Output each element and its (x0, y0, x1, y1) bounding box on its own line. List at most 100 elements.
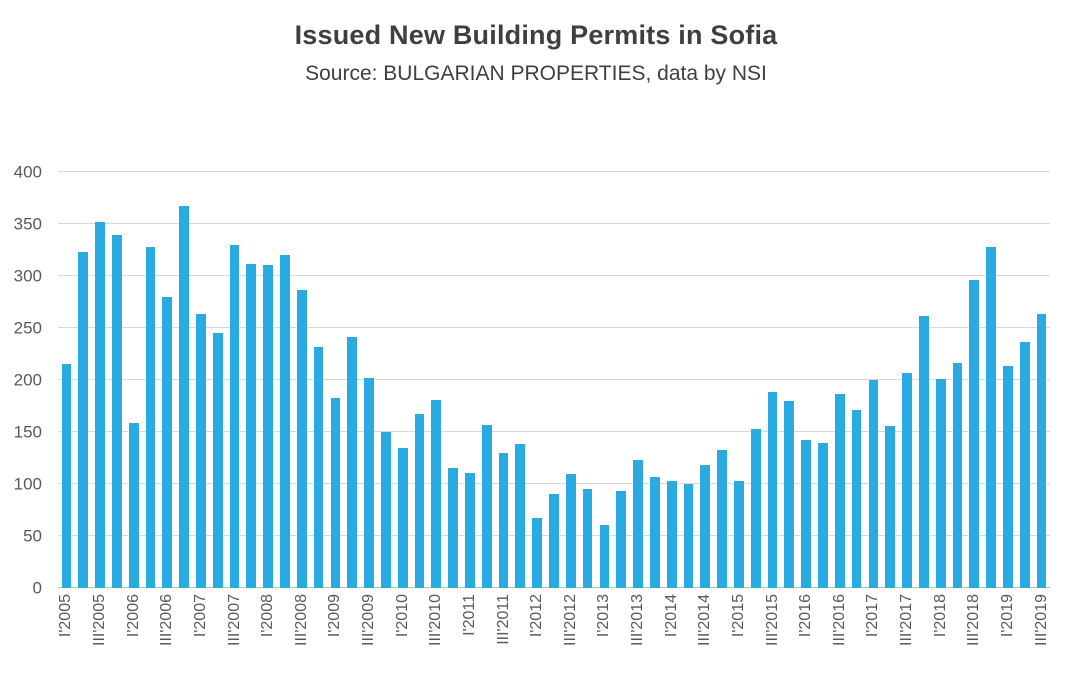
bar (448, 468, 458, 588)
x-tick-slot (142, 594, 159, 684)
bar-slot (714, 172, 731, 588)
x-tick-label: I'2012 (528, 594, 546, 638)
x-tick-slot (108, 594, 125, 684)
bar-slot (478, 172, 495, 588)
x-tick-slot (512, 594, 529, 684)
bar-slot (361, 172, 378, 588)
bar-slot (831, 172, 848, 588)
y-tick-label: 0 (32, 578, 42, 598)
bar (633, 460, 643, 588)
bar-slot (680, 172, 697, 588)
bar (481, 424, 492, 588)
bar-slot (663, 172, 680, 588)
x-tick-slot (781, 594, 798, 684)
bar (935, 378, 946, 588)
x-tick-slot (983, 594, 1000, 684)
x-tick-label: I'2007 (191, 594, 209, 638)
x-tick-slot (680, 594, 697, 684)
bar-slot (159, 172, 176, 588)
bar (1003, 366, 1013, 588)
bar-slot (781, 172, 798, 588)
bar-slot (966, 172, 983, 588)
bar (380, 432, 391, 588)
x-tick-slot (848, 594, 865, 684)
x-tick-slot: I'2019 (999, 594, 1017, 684)
x-tick-slot (411, 594, 428, 684)
bar-slot (630, 172, 647, 588)
x-tick-label: III'2018 (965, 594, 983, 646)
x-tick-label: I'2016 (797, 594, 815, 638)
x-tick-slot: I'2006 (125, 594, 142, 684)
x-tick-slot (377, 594, 394, 684)
x-tick-label: III'2013 (629, 594, 647, 646)
bar (111, 235, 122, 588)
bar-slot (176, 172, 193, 588)
x-tick-slot (344, 594, 361, 684)
bar-slot (377, 172, 394, 588)
x-tick-slot (1016, 594, 1033, 684)
bar-slot (983, 172, 1000, 588)
x-tick-slot (478, 594, 495, 684)
x-tick-slot: I'2018 (932, 594, 949, 684)
bar (313, 346, 324, 588)
bar (700, 465, 711, 588)
bar-slot (882, 172, 899, 588)
bar (61, 364, 72, 588)
bar-slot (747, 172, 764, 588)
x-tick-slot: I'2013 (595, 594, 613, 684)
chart-title: Issued New Building Permits in Sofia (294, 20, 778, 50)
x-tick-label: I'2018 (931, 594, 949, 638)
x-tick-label: I'2015 (729, 594, 747, 638)
bar (599, 524, 610, 588)
x-tick-slot (579, 594, 596, 684)
bar (851, 410, 862, 588)
bar-slot (260, 172, 277, 588)
chart-subtitle: Source: BULGARIAN PROPERTIES, data by NS… (305, 62, 767, 85)
bar (565, 473, 576, 588)
bar-slot (529, 172, 546, 588)
bar-slot (1000, 172, 1017, 588)
x-tick-slot (445, 594, 462, 684)
bar (179, 206, 189, 588)
bar (465, 472, 475, 588)
gridline (58, 171, 1050, 172)
bar-slot (949, 172, 966, 588)
bar-slot (731, 172, 748, 588)
bar (868, 380, 879, 588)
bar (162, 296, 173, 588)
x-tick-label: III'2012 (561, 594, 579, 646)
bar (834, 393, 845, 588)
bar (196, 314, 206, 588)
bar (532, 518, 543, 588)
x-tick-slot (613, 594, 630, 684)
bar-slot (512, 172, 529, 588)
bar (364, 377, 374, 588)
bar (229, 244, 240, 588)
x-tick-label: III'2007 (225, 594, 243, 646)
y-tick-label: 50 (23, 526, 42, 546)
x-tick-label: III'2011 (494, 594, 512, 645)
bar (549, 494, 559, 588)
y-tick-label: 400 (13, 162, 42, 182)
x-tick-slot: I'2007 (191, 594, 210, 684)
bar (397, 447, 408, 588)
bar-slot (1033, 172, 1050, 588)
bar (246, 263, 257, 588)
x-tick-slot (243, 594, 260, 684)
x-tick-slot (949, 594, 966, 684)
x-tick-label: III'2008 (292, 594, 310, 646)
x-tick-slot: III'2016 (831, 594, 848, 684)
bar-slot (579, 172, 596, 588)
bar (431, 399, 442, 588)
gridline (58, 275, 1050, 276)
bar-slot (75, 172, 92, 588)
y-tick-label: 150 (13, 422, 42, 442)
gridline (58, 431, 1050, 432)
x-tick-label: I'2013 (595, 594, 613, 638)
x-tick-slot: III'2019 (1033, 594, 1050, 684)
x-tick-slot: I'2011 (461, 594, 479, 684)
x-tick-slot: I'2010 (394, 594, 411, 684)
bar-slot (310, 172, 327, 588)
bar-slot (848, 172, 865, 588)
